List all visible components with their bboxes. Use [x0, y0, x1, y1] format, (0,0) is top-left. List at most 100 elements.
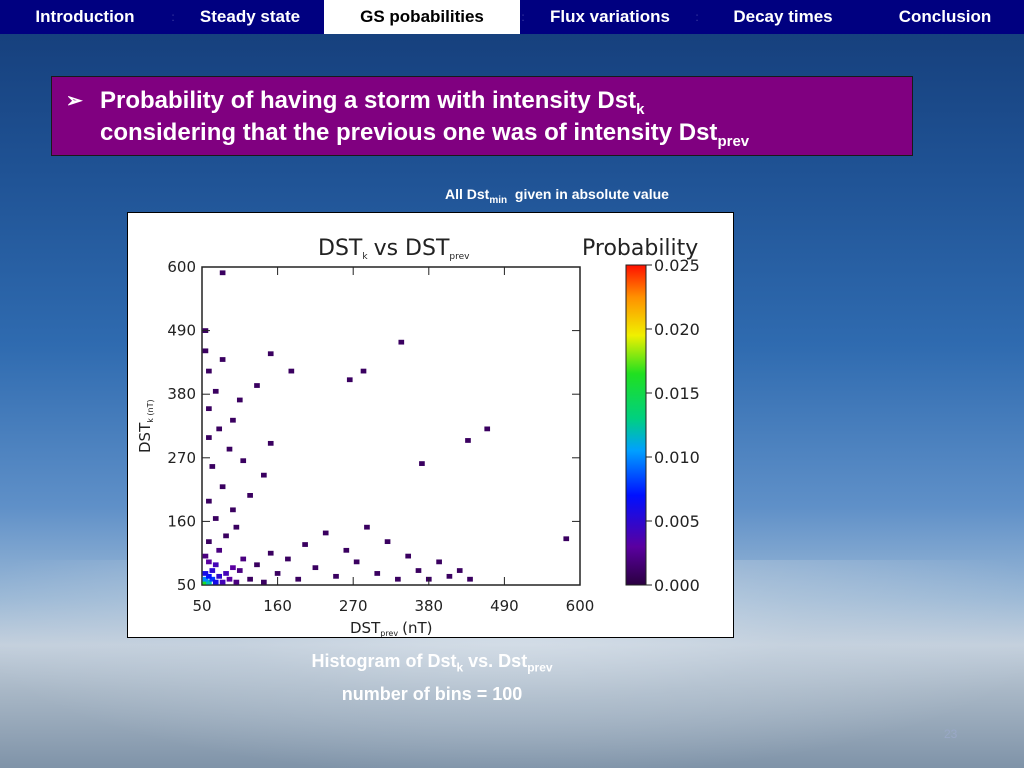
heatmap-cell — [254, 383, 260, 388]
tab-introduction[interactable]: Introduction — [35, 7, 135, 26]
nav-separator: : — [695, 10, 699, 24]
heatmap-cell — [398, 339, 405, 345]
heatmap-cell — [563, 536, 570, 542]
tab-steady-state[interactable]: Steady state — [199, 7, 301, 26]
title-main: DST — [318, 236, 363, 261]
histogram-chart: DSTk vs DSTprev Probability 50 160 270 380 49… — [136, 236, 700, 638]
heatmap-cell — [333, 573, 339, 579]
heatmap-cell — [212, 579, 219, 585]
x-axis-label: DSTprev (nT) — [350, 619, 432, 637]
heatmap-cell — [343, 547, 350, 553]
heatmap-cell — [209, 464, 216, 469]
heatmap-cell — [206, 579, 212, 585]
tab-flux-variations[interactable]: Flux variations — [550, 7, 670, 26]
heatmap-cell — [202, 571, 209, 576]
heatmap-cell — [405, 553, 412, 559]
x-tick-label: 270 — [339, 597, 368, 615]
heatmap-cell — [230, 417, 236, 423]
heatmap-cell — [212, 562, 219, 568]
svg-text:DSTk (nT): DSTk (nT) — [136, 399, 155, 453]
y-axis-label: DSTk (nT) — [136, 399, 155, 453]
heatmap-cell — [236, 568, 243, 573]
heatmap-cell — [206, 559, 212, 565]
bullet-line2: considering that the previous one was of… — [100, 119, 718, 146]
heatmap-cell — [202, 348, 209, 354]
heatmap-cell — [202, 579, 209, 585]
heatmap-cell — [247, 576, 253, 582]
colorbar-ticks: 0.000 0.005 0.010 0.015 0.020 0.025 — [646, 256, 700, 595]
heatmap-cell — [261, 579, 267, 585]
heatmap-cell — [274, 571, 281, 576]
heatmap-cell — [267, 550, 274, 556]
heatmap-cell — [230, 507, 236, 513]
heatmap-cell — [209, 576, 216, 582]
heatmap-cell — [219, 270, 226, 276]
x-tick-label: 50 — [192, 597, 211, 615]
heatmap-cell — [353, 559, 360, 565]
heatmap-cell — [261, 472, 267, 478]
x-tick-label: 380 — [414, 597, 443, 615]
colorbar — [625, 264, 647, 586]
heatmap-cell — [212, 516, 219, 521]
heatmap-cell — [226, 576, 233, 582]
heatmap-cell — [374, 571, 381, 576]
y-tick-label: 270 — [167, 449, 196, 467]
colorbar-tick-label: 0.000 — [654, 576, 700, 595]
tab-gs-probabilities[interactable]: GS pobabilities — [324, 0, 520, 34]
y-tick-label: 50 — [177, 576, 196, 594]
heatmap-cell — [364, 524, 370, 530]
heatmap-cell — [202, 576, 209, 582]
heatmap-cell — [285, 556, 291, 562]
heatmap-cells — [202, 270, 570, 585]
heatmap-cell — [436, 559, 442, 565]
heatmap-cell — [206, 406, 212, 412]
caption-line1: Histogram of Dstk vs. Dstprev — [311, 651, 553, 675]
heatmap-cell — [360, 368, 367, 374]
caption-line2: number of bins = 100 — [341, 683, 523, 704]
heatmap-cell — [223, 571, 229, 576]
top-navigation-bar: Introduction : Steady state GS pobabilit… — [0, 0, 1024, 34]
heatmap-cell — [322, 530, 329, 536]
heatmap-cell — [415, 568, 422, 573]
histogram-figure: DSTk vs DSTprev Probability 50 160 270 380 49… — [127, 212, 734, 638]
heatmap-cell — [206, 368, 212, 374]
heatmap-cell — [219, 357, 226, 362]
heatmap-cell — [206, 573, 212, 579]
y-tick-label: 380 — [167, 385, 196, 403]
heatmap-cell — [484, 426, 491, 432]
page-number: 23 — [944, 727, 958, 741]
heatmap-cell — [219, 579, 226, 585]
x-axis-ticks: 50 160 270 380 490 600 — [192, 267, 594, 615]
x-tick-label: 490 — [490, 597, 519, 615]
title-sub-prev: prev — [449, 252, 470, 262]
heatmap-cell — [216, 426, 223, 432]
y-tick-label: 600 — [167, 258, 196, 276]
heatmap-cell — [295, 576, 302, 582]
heatmap-cell — [240, 556, 247, 562]
heatmap-cell — [236, 397, 243, 403]
heatmap-cell — [233, 579, 240, 585]
heatmap-cell — [240, 458, 247, 464]
heatmap-cell — [212, 388, 219, 394]
nav-separator: : — [521, 10, 525, 24]
bullet-line1: Probability of having a storm with inten… — [100, 87, 637, 114]
bullet-box: ➢ Probability of having a storm with int… — [51, 76, 913, 156]
heatmap-cell — [456, 568, 463, 573]
heatmap-cell — [288, 368, 295, 374]
heatmap-cell — [302, 542, 308, 547]
colorbar-tick-label: 0.020 — [654, 320, 700, 339]
bullet-line1-sub: k — [636, 100, 645, 118]
note-sub: min — [489, 194, 508, 206]
tab-decay-times[interactable]: Decay times — [733, 7, 833, 26]
bullet-line2-sub: prev — [717, 132, 750, 150]
heatmap-cell — [267, 351, 274, 357]
heatmap-cell — [254, 562, 260, 568]
tab-conclusion[interactable]: Conclusion — [898, 7, 992, 26]
absolute-value-note: All Dstmin given in absolute value — [445, 186, 669, 206]
heatmap-cell — [206, 498, 212, 504]
heatmap-cell — [267, 440, 274, 446]
bullet-text: Probability of having a storm with inten… — [100, 85, 900, 149]
heatmap-cell — [233, 524, 240, 530]
title-vs: vs DST — [374, 236, 450, 261]
heatmap-cell — [226, 446, 233, 452]
